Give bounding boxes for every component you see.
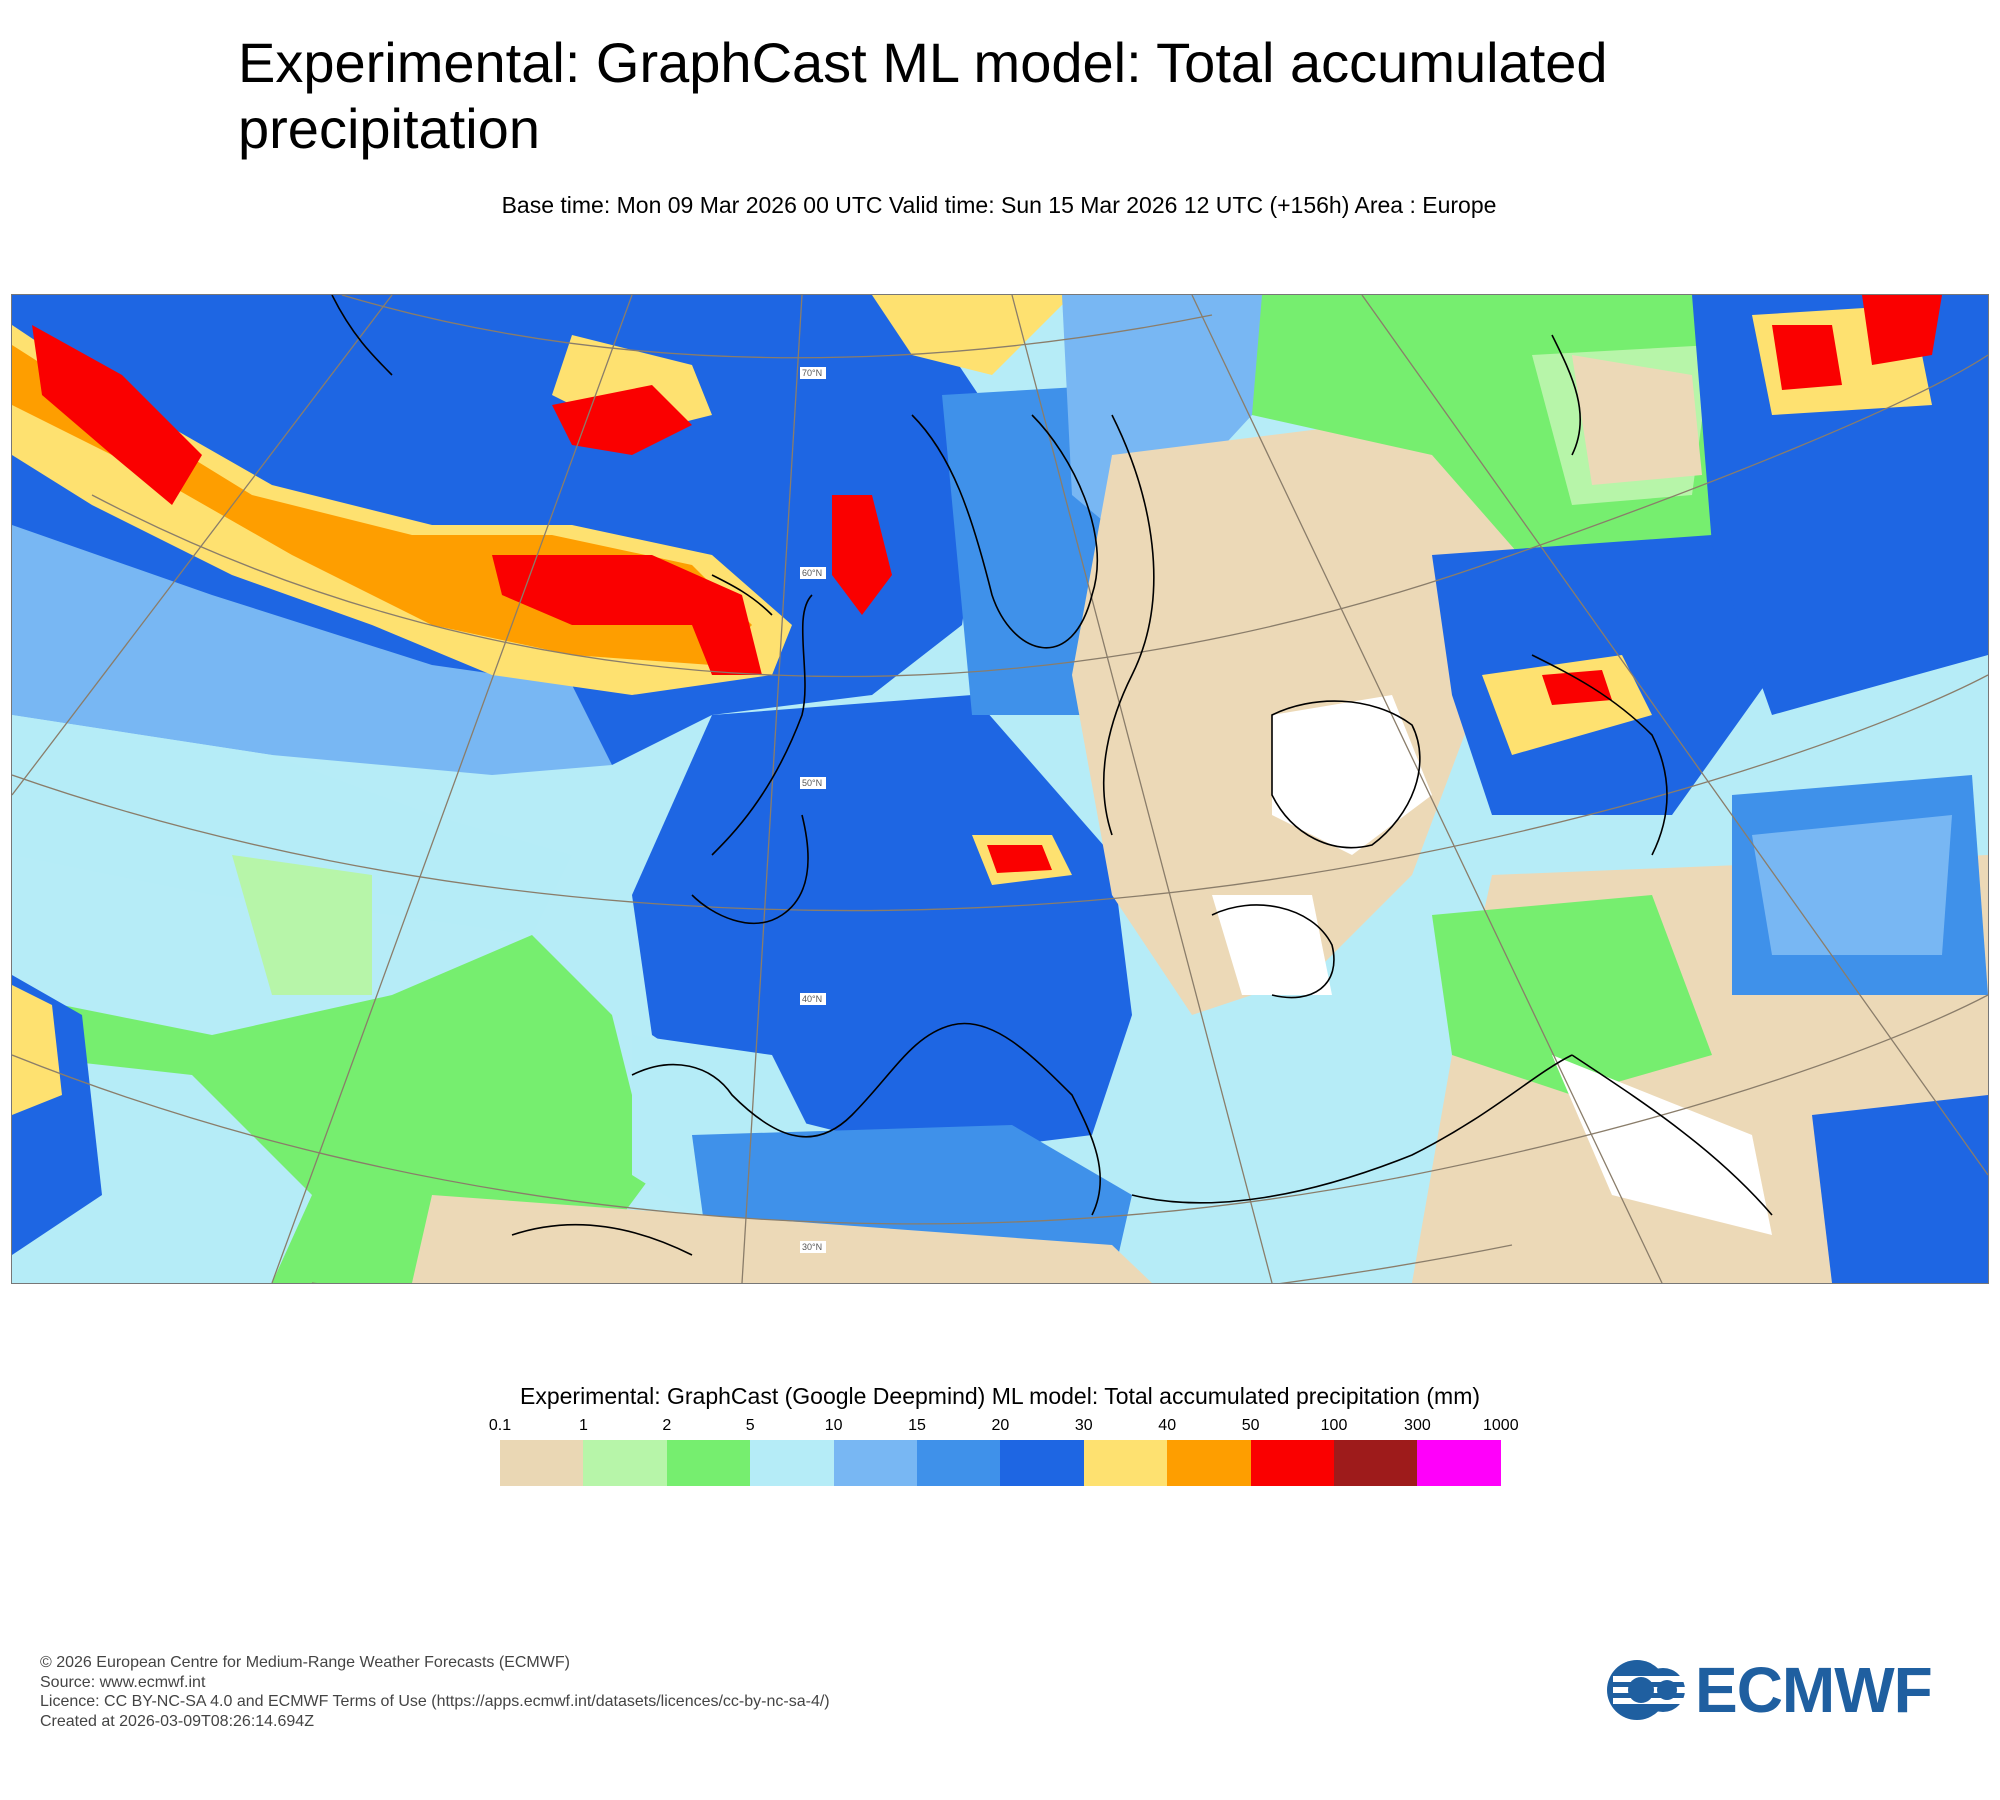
legend-swatch: [583, 1440, 667, 1486]
lat-label-30n: 30°N: [802, 1242, 822, 1252]
legend-swatch: [500, 1440, 584, 1486]
precip-zone-ne-red: [1772, 325, 1842, 390]
legend-swatch: [666, 1440, 751, 1486]
legend-tick-label: 100: [1320, 1417, 1348, 1434]
precip-zone-middle-east-green: [1432, 895, 1712, 1095]
precip-zone-greenland-yellow: [872, 295, 1072, 375]
legend-tick-label: 10: [824, 1417, 843, 1434]
legend-swatch: [1083, 1440, 1168, 1486]
dry-zone-black-sea: [1272, 695, 1432, 855]
lat-label-70n: 70°N: [802, 368, 822, 378]
legend-swatch: [833, 1440, 917, 1486]
precip-zone-east-lightblue: [1752, 815, 1952, 955]
precip-zone-atlantic-mid2: [12, 715, 572, 935]
precipitation-map[interactable]: 70°N 60°N 50°N 40°N 30°N: [11, 294, 1989, 1284]
legend-tick-label: 1: [578, 1417, 588, 1434]
precip-zone-sw-yellow: [12, 985, 62, 1115]
precip-zone-storm-red2: [492, 555, 762, 675]
ecmwf-logo-text: ECMWF: [1695, 1654, 1933, 1726]
precip-zone-east-lowerblue: [1812, 1095, 1988, 1283]
legend-swatch: [1333, 1440, 1418, 1486]
legend-swatch: [1250, 1440, 1334, 1486]
lat-labels: 70°N 60°N 50°N 40°N 30°N: [800, 367, 826, 1253]
graticule: [12, 295, 1988, 1283]
ecmwf-logo[interactable]: ECMWF: [1605, 1654, 1933, 1726]
legend-tick-label: 40: [1158, 1417, 1177, 1434]
precip-zone-atlantic-mid: [12, 525, 612, 775]
legend-tick-label: 5: [745, 1417, 755, 1434]
lat-label-40n: 40°N: [802, 994, 822, 1004]
footer-copyright: © 2026 European Centre for Medium-Range …: [40, 1654, 570, 1671]
precip-zone-caucasus-red: [1542, 670, 1612, 705]
legend-tick-label: 30: [1074, 1417, 1093, 1434]
legend-tick-label: 50: [1241, 1417, 1260, 1434]
legend-tick-label: 2: [662, 1417, 672, 1434]
lat-label-60n: 60°N: [802, 568, 822, 578]
coastlines: [331, 295, 1773, 1256]
legend-swatch: [750, 1440, 834, 1486]
dry-zone-russia: [1572, 355, 1702, 485]
legend-tick-labels: 0.1 1 2 5 10 15 20 30 40 50 100 300 1000: [0, 1417, 2000, 1437]
ecmwf-logo-icon: [1607, 1660, 1691, 1720]
dry-zone-arabia-white: [1552, 1055, 1772, 1235]
legend-tick-label: 1000: [1483, 1417, 1519, 1434]
legend-colorbar: [500, 1440, 1501, 1486]
dry-zone-aegean: [1212, 895, 1332, 995]
footer-credits: © 2026 European Centre for Medium-Range …: [40, 1653, 830, 1731]
precip-zone-ne-red2: [1862, 295, 1942, 365]
legend-tick-label: 15: [908, 1417, 926, 1434]
legend-swatch: [1167, 1440, 1251, 1486]
footer-source[interactable]: Source: www.ecmwf.int: [40, 1673, 206, 1691]
chart-subtitle: Base time: Mon 09 Mar 2026 00 UTC Valid …: [501, 192, 1497, 218]
legend-swatch: [1000, 1440, 1084, 1486]
dry-zone-north-africa: [412, 1195, 1152, 1283]
precip-zone-storm-red: [32, 325, 202, 505]
chart-title: Experimental: GraphCast ML model: Total …: [238, 31, 1608, 160]
legend-tick-label: 20: [991, 1417, 1010, 1434]
footer-created: Created at 2026-03-09T08:26:14.694Z: [40, 1712, 314, 1730]
precip-zone-caucasus-yellow: [1482, 655, 1652, 755]
lat-label-50n: 50°N: [802, 778, 822, 788]
precip-zone-north-red: [552, 385, 692, 455]
footer-licence[interactable]: Licence: CC BY-NC-SA 4.0 and ECMWF Terms…: [40, 1693, 830, 1710]
precip-zone-norway-red: [832, 495, 892, 615]
precip-zone-alps-red: [987, 845, 1052, 873]
legend-tick-label: 300: [1404, 1417, 1431, 1434]
precip-zone-atlantic-lightgreen: [232, 855, 372, 995]
legend-swatch: [1417, 1440, 1501, 1486]
legend-tick-label: 0.1: [488, 1417, 512, 1434]
legend-swatch: [916, 1440, 1001, 1486]
legend-title: Experimental: GraphCast (Google Deepmind…: [519, 1383, 1481, 1409]
